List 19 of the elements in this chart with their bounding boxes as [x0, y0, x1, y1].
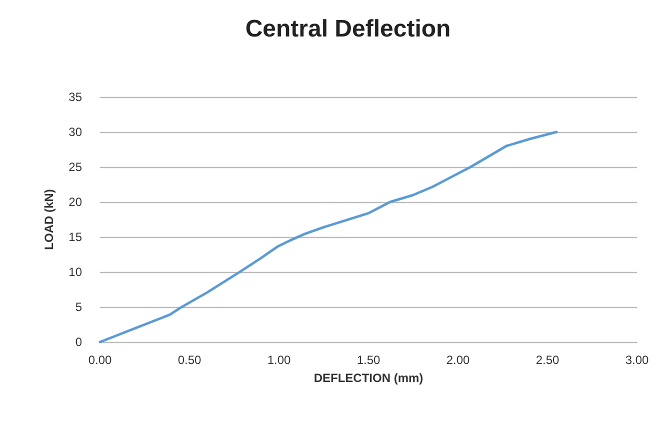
x-tick-label: 1.00: [267, 353, 291, 367]
x-tick-label: 0.00: [88, 353, 112, 367]
x-tick-label: 2.00: [446, 353, 470, 367]
x-tick-label: 3.00: [625, 353, 649, 367]
x-axis-title: DEFLECTION (mm): [314, 371, 424, 385]
chart-title: Central Deflection: [245, 16, 451, 42]
y-tick-label: 5: [75, 300, 82, 314]
y-tick-label: 35: [68, 90, 82, 104]
y-tick-label: 20: [68, 195, 82, 209]
y-tick-label: 15: [68, 230, 82, 244]
x-tick-label: 0.50: [178, 353, 202, 367]
y-tick-label: 25: [68, 160, 82, 174]
x-tick-label: 1.50: [356, 353, 380, 367]
y-axis-title: LOAD (kN): [42, 189, 56, 250]
line-series: [98, 130, 558, 344]
y-tick-label: 10: [68, 265, 82, 279]
x-tick-label: 2.50: [536, 353, 560, 367]
y-tick-label: 0: [75, 335, 82, 349]
y-tick-label: 30: [68, 125, 82, 139]
